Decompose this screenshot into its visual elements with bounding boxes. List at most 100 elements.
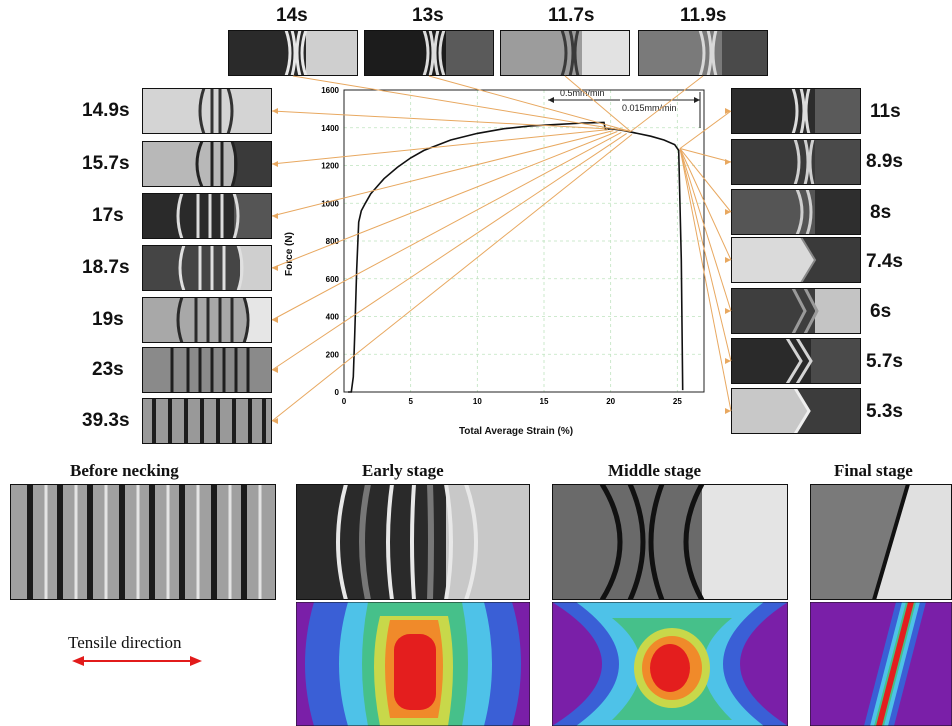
- stage-contour-early: [296, 602, 530, 726]
- connector-top-2: [564, 75, 631, 132]
- connector-arrowhead-icon: [725, 308, 731, 314]
- top-frame-label-4: 11.9s: [680, 5, 727, 26]
- annotation-slow-rate: 0.015mm/min: [622, 103, 677, 113]
- fringe-panel-right-3: [731, 189, 861, 235]
- fringe-panel-top-11.7s: [500, 30, 630, 76]
- right-frame-label-4: 7.4s: [866, 251, 903, 272]
- stage-fringe-middle: [552, 484, 788, 600]
- fringe-panel-top-13s: [364, 30, 494, 76]
- connector-right-0: [679, 110, 732, 149]
- left-frame-label-6: 23s: [92, 359, 124, 380]
- y-tick-label-0: 0: [335, 388, 340, 397]
- left-frame-label-5: 19s: [92, 309, 124, 330]
- connector-arrowhead-icon: [272, 418, 278, 424]
- connector-left-6: [271, 133, 633, 422]
- connector-left-3: [271, 131, 618, 269]
- fringe-panel-left-2: [142, 141, 272, 187]
- left-frame-label-1: 14.9s: [82, 100, 130, 121]
- left-frame-label-7: 39.3s: [82, 410, 130, 431]
- fringe-panel-right-4: [731, 237, 861, 283]
- fringe-panel-left-7: [142, 398, 272, 444]
- stage-label-middle: Middle stage: [608, 461, 702, 480]
- y-tick-label-7: 1400: [321, 124, 339, 133]
- fringe-panel-left-1: [142, 88, 272, 134]
- stage-label-early: Early stage: [362, 461, 444, 480]
- right-frame-label-7: 5.3s: [866, 401, 903, 422]
- right-frame-label-3: 8s: [870, 202, 892, 223]
- fringe-panel-right-5: [731, 288, 861, 334]
- connector-left-4: [271, 132, 622, 321]
- stage-fringe-final: [810, 484, 952, 600]
- fringe-panel-left-6: [142, 347, 272, 393]
- connector-top-0: [292, 75, 631, 133]
- stage-fringe-early: [296, 484, 530, 600]
- connector-top-3: [630, 75, 704, 132]
- connector-arrowhead-icon: [272, 367, 278, 373]
- left-frame-label-3: 17s: [92, 205, 124, 226]
- stage-contour-middle: [552, 602, 788, 726]
- connector-arrowhead-icon: [725, 408, 731, 414]
- top-frame-label-2: 13s: [412, 5, 444, 26]
- connector-arrowhead-icon: [725, 358, 731, 364]
- connector-left-2: [271, 130, 614, 217]
- x-tick-label-2: 10: [473, 397, 482, 406]
- connector-top-1: [428, 75, 631, 133]
- x-tick-label-0: 0: [342, 397, 347, 406]
- right-frame-label-6: 5.7s: [866, 351, 903, 372]
- connector-arrowhead-icon: [272, 265, 278, 271]
- right-frame-label-2: 8.9s: [866, 151, 903, 172]
- connector-right-6: [679, 148, 732, 412]
- x-tick-label-4: 20: [606, 397, 615, 406]
- x-axis-label: Total Average Strain (%): [459, 426, 573, 437]
- chart-ticks: 0 200 400 600 800 1000 1200 1400 1600 0 5 10 15 20 25: [321, 86, 682, 406]
- fringe-panel-left-3: [142, 193, 272, 239]
- connector-right-1: [679, 148, 732, 163]
- force-strain-curve: [348, 121, 684, 393]
- fringe-panel-left-5: [142, 297, 272, 343]
- top-frame-label-3: 11.7s: [548, 5, 595, 26]
- y-tick-label-2: 400: [326, 313, 340, 322]
- tensile-direction-arrow-icon: [72, 656, 202, 666]
- top-frame-label-1: 14s: [276, 5, 308, 26]
- connector-arrowhead-icon: [725, 159, 731, 165]
- connector-arrowhead-icon: [272, 161, 278, 167]
- fringe-panel-right-7: [731, 388, 861, 434]
- left-frame-label-2: 15.7s: [82, 153, 130, 174]
- fringe-panel-top-14s: [228, 30, 358, 76]
- x-tick-label-3: 15: [540, 397, 549, 406]
- left-frame-label-4: 18.7s: [82, 257, 130, 278]
- annotation-fast-rate: 0.5mm/min: [560, 88, 605, 98]
- stage-fringe-before-necking: [10, 484, 276, 600]
- y-tick-label-4: 800: [326, 237, 340, 246]
- connector-arrowhead-icon: [272, 317, 278, 323]
- fringe-panel-right-6: [731, 338, 861, 384]
- connector-arrowhead-icon: [725, 257, 731, 263]
- rate-annotations: 0.5mm/min 0.015mm/min: [548, 88, 701, 128]
- chart-frame: [343, 89, 705, 393]
- connector-arrowhead-icon: [725, 209, 731, 215]
- stage-contour-final: [810, 602, 952, 726]
- connector-right-3: [679, 148, 732, 261]
- connector-arrowhead-icon: [725, 108, 731, 114]
- x-tick-label-5: 25: [673, 397, 682, 406]
- y-tick-label-5: 1000: [321, 199, 339, 208]
- fringe-panel-right-2: [731, 139, 861, 185]
- connector-right-2: [679, 148, 732, 213]
- stage-label-final: Final stage: [834, 461, 913, 480]
- connector-left-5: [271, 132, 627, 371]
- x-tick-label-1: 5: [408, 397, 413, 406]
- connector-right-5: [679, 148, 732, 362]
- y-tick-label-1: 200: [326, 350, 340, 359]
- y-axis-label: Force (N): [284, 232, 295, 276]
- stage-label-before-necking: Before necking: [70, 461, 179, 480]
- y-tick-label-3: 600: [326, 275, 340, 284]
- fringe-panel-top-11.9s: [638, 30, 768, 76]
- connector-arrowhead-icon: [272, 213, 278, 219]
- tensile-direction-label: Tensile direction: [68, 633, 182, 652]
- right-frame-label-5: 6s: [870, 301, 892, 322]
- right-frame-label-1: 11s: [870, 101, 901, 122]
- fringe-panel-left-4: [142, 245, 272, 291]
- connector-left-0: [271, 110, 606, 130]
